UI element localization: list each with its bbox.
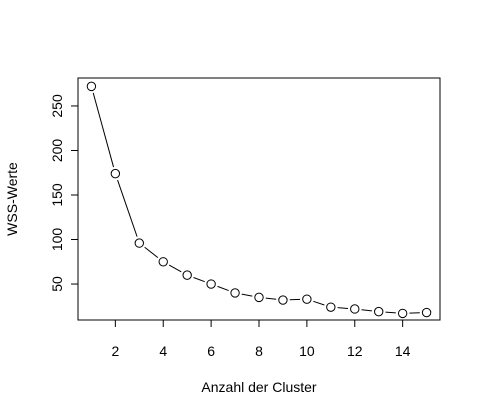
data-point	[255, 293, 263, 301]
data-point	[135, 239, 143, 247]
x-tick-label: 6	[207, 343, 215, 359]
y-axis-title: WSS-Werte	[4, 162, 20, 236]
series-line-segment	[93, 93, 113, 167]
y-tick-label: 100	[49, 228, 65, 252]
y-tick-label: 150	[49, 183, 65, 207]
data-point	[327, 303, 335, 311]
data-point	[351, 305, 359, 313]
data-point	[207, 280, 215, 288]
series-line-segment	[118, 180, 138, 237]
series-line-segment	[217, 286, 228, 290]
y-tick-label: 50	[49, 276, 65, 292]
series-line-segment	[194, 277, 205, 281]
x-tick-label: 4	[159, 343, 167, 359]
series-points	[87, 82, 431, 317]
data-point	[183, 271, 191, 279]
data-point	[231, 289, 239, 297]
y-tick-label: 250	[49, 94, 65, 118]
series-line-segment	[338, 308, 348, 309]
data-point	[303, 295, 311, 303]
series-line-segment	[313, 301, 324, 305]
series-line-segment	[362, 310, 372, 311]
y-axis: 50 100 150 200 250	[49, 94, 78, 292]
y-tick-label: 200	[49, 139, 65, 163]
series-line-segment	[145, 247, 158, 257]
data-point	[375, 307, 383, 315]
plot-frame	[78, 78, 440, 320]
x-tick-label: 8	[255, 343, 263, 359]
data-point	[159, 258, 167, 266]
series-line-segment	[169, 265, 181, 272]
data-point	[279, 296, 287, 304]
x-tick-label: 14	[395, 343, 411, 359]
x-tick-label: 2	[111, 343, 119, 359]
series-line-segment	[242, 294, 253, 296]
data-point	[111, 169, 119, 177]
series-line-segment	[266, 298, 276, 299]
data-point	[422, 308, 430, 316]
series-lines	[93, 93, 420, 313]
data-point	[87, 82, 95, 90]
series-line-segment	[385, 312, 395, 313]
data-point	[398, 309, 406, 317]
x-tick-label: 12	[347, 343, 363, 359]
x-axis: 2 4 6 8 10 12 14	[111, 320, 410, 359]
x-axis-title: Anzahl der Cluster	[201, 379, 317, 395]
x-tick-label: 10	[299, 343, 315, 359]
